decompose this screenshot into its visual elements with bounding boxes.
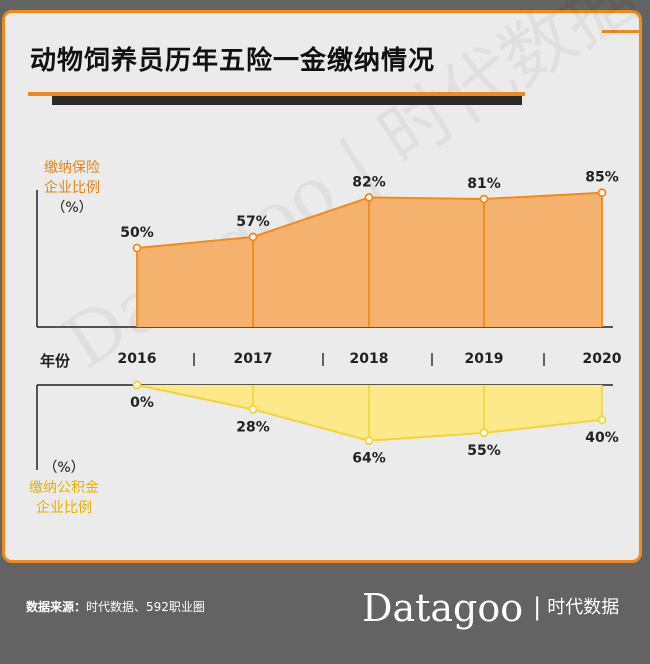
fund-value-label: 64% xyxy=(352,451,386,467)
insurance-point xyxy=(248,232,258,242)
insurance-point xyxy=(479,194,489,204)
fund-axis-label: （%） 缴纳公积金 企业比例 xyxy=(19,458,109,518)
insurance-axis-unit: （%） xyxy=(51,200,93,216)
fund-axis-label-line1: 缴纳公积金 xyxy=(29,480,99,496)
source-label: 数据来源： xyxy=(26,600,87,614)
fund-value-label: 55% xyxy=(467,443,501,459)
insurance-axis-label-line2: 企业比例 xyxy=(44,180,100,196)
year-axis-heading: 年份 xyxy=(40,352,71,370)
year-tick-label: 2020 xyxy=(583,351,622,367)
insurance-value-label: 50% xyxy=(120,225,154,241)
insurance-value-label: 57% xyxy=(236,214,270,230)
year-tick-label: 2016 xyxy=(118,351,157,367)
insurance-value-label: 82% xyxy=(352,174,386,190)
insurance-axis-label: 缴纳保险 企业比例 （%） xyxy=(27,158,117,218)
fund-point xyxy=(132,380,142,390)
chart-title: 动物饲养员历年五险一金缴纳情况 xyxy=(30,46,436,76)
fund-point xyxy=(479,428,489,438)
title-underline-orange xyxy=(28,92,525,96)
logo-brand: Datagoo xyxy=(362,586,524,630)
source-text: 时代数据、592职业圈 xyxy=(86,600,205,614)
year-tick-label: 2019 xyxy=(465,351,504,367)
footer-source: 数据来源：时代数据、592职业圈 xyxy=(26,598,205,615)
year-tick-label: 2017 xyxy=(234,351,273,367)
insurance-value-label: 85% xyxy=(585,170,619,186)
title-underline-dark xyxy=(52,96,522,105)
corner-decoration xyxy=(598,30,640,33)
fund-axis-unit: （%） xyxy=(43,460,85,476)
fund-value-label: 40% xyxy=(585,430,619,446)
insurance-point xyxy=(364,193,374,202)
fund-point xyxy=(364,436,374,446)
insurance-point xyxy=(132,243,142,253)
fund-value-label: 28% xyxy=(236,419,270,435)
fund-axis-label-line2: 企业比例 xyxy=(36,500,92,516)
logo-cn: 时代数据 xyxy=(547,597,620,618)
fund-value-label: 0% xyxy=(130,395,154,411)
fund-point xyxy=(597,415,607,425)
insurance-point xyxy=(597,188,607,198)
insurance-value-label: 81% xyxy=(467,176,501,192)
brand-logo: Datagoo | 时代数据 xyxy=(362,586,619,630)
logo-separator: | xyxy=(533,593,542,621)
insurance-axis-label-line1: 缴纳保险 xyxy=(44,160,100,176)
fund-point xyxy=(248,404,258,414)
year-tick-label: 2018 xyxy=(350,351,389,367)
